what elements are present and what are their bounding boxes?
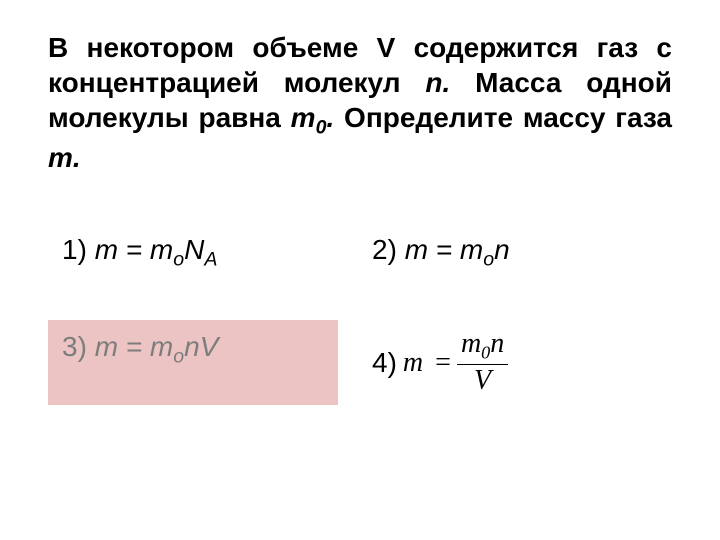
opt4-denominator: V — [470, 365, 495, 395]
opt4-num-n: n — [490, 328, 504, 359]
opt3-base: m = m — [95, 331, 174, 362]
q-m: m. — [48, 142, 81, 173]
q-n: n. — [425, 67, 450, 98]
option-4-formula: m = m0n V — [403, 330, 508, 395]
option-expr: m = monV — [95, 331, 219, 362]
opt4-numerator: m0n — [457, 330, 508, 365]
options-row-2: 3) m = monV 4) m = m0n V — [48, 320, 672, 405]
option-label: 2) — [372, 234, 405, 265]
opt1-sub: o — [173, 249, 184, 271]
opt2-sub: o — [483, 249, 494, 271]
option-expr: m = mon — [405, 234, 510, 265]
q-m0: m0. — [291, 102, 335, 133]
option-label: 1) — [62, 234, 95, 265]
option-2: 2) m = mon — [358, 223, 638, 282]
opt4-num-m: m — [461, 328, 481, 359]
opt2-base: m = m — [405, 234, 484, 265]
options-row-1: 1) m = moNA 2) m = mon — [48, 223, 672, 282]
opt4-num-sub: 0 — [481, 343, 490, 363]
option-expr: m = moNA — [95, 234, 218, 265]
question-text: В некотором объеме V содержится газ с ко… — [48, 30, 672, 175]
opt4-eq: = — [435, 346, 451, 380]
opt3-sub: o — [173, 346, 184, 368]
opt3-tail: nV — [184, 331, 218, 362]
opt4-fraction: m0n V — [457, 330, 508, 395]
opt1-base: m = m — [95, 234, 174, 265]
option-1: 1) m = moNA — [48, 223, 338, 282]
option-4: 4) m = m0n V — [358, 320, 638, 405]
q-m0-m: m — [291, 102, 316, 133]
opt4-lhs: m — [403, 346, 423, 380]
q-m0-sub: 0 — [316, 117, 327, 139]
slide: В некотором объеме V содержится газ с ко… — [0, 0, 720, 540]
q-part: Определите массу газа — [334, 102, 672, 133]
option-label: 3) — [62, 331, 95, 362]
option-3: 3) m = monV — [48, 320, 338, 405]
opt1-tailsub: A — [204, 249, 217, 271]
opt2-tail: n — [494, 234, 510, 265]
opt1-tail: N — [184, 234, 204, 265]
option-label: 4) — [372, 346, 397, 380]
q-part: В некотором объеме — [48, 32, 377, 63]
q-v: V — [377, 32, 396, 63]
